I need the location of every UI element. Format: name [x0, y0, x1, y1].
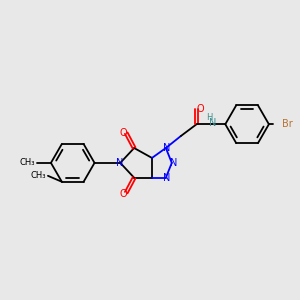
Text: H: H [206, 113, 213, 122]
Text: N: N [170, 158, 178, 168]
Text: N: N [209, 118, 216, 128]
Text: O: O [197, 104, 204, 114]
Text: N: N [116, 158, 123, 168]
Text: O: O [119, 189, 127, 199]
Text: N: N [163, 173, 170, 183]
Text: CH₃: CH₃ [31, 171, 46, 180]
Text: Br: Br [282, 119, 292, 129]
Text: O: O [119, 128, 127, 138]
Text: N: N [163, 143, 170, 153]
Text: CH₃: CH₃ [20, 158, 35, 167]
